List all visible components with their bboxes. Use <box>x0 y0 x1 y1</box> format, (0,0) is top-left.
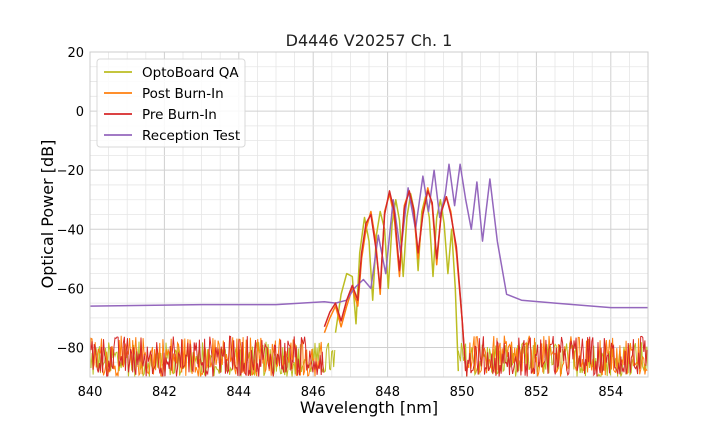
series-line-reception-test <box>90 163 648 309</box>
x-axis-label: Wavelength [nm] <box>300 398 438 417</box>
legend-label: Pre Burn-In <box>142 107 217 123</box>
x-tick-label: 840 <box>78 385 103 400</box>
legend-label: Reception Test <box>142 128 240 144</box>
y-tick-label: −20 <box>57 164 84 179</box>
x-tick-label: 842 <box>152 385 177 400</box>
series-reception-test <box>90 163 648 309</box>
x-tick-label: 854 <box>598 385 623 400</box>
y-tick-label: −40 <box>57 223 84 238</box>
x-tick-labels: 840 842 844 846 848 850 852 854 <box>78 385 624 400</box>
y-tick-label: −60 <box>57 282 84 297</box>
x-tick-label: 852 <box>524 385 549 400</box>
y-tick-labels: 20 0 −20 −40 −60 −80 <box>57 46 84 356</box>
x-tick-label: 848 <box>375 385 400 400</box>
x-tick-label: 846 <box>301 385 326 400</box>
x-tick-label: 844 <box>226 385 251 400</box>
y-tick-label: 20 <box>67 46 84 61</box>
y-tick-label: −80 <box>57 341 84 356</box>
legend: OptoBoard QA Post Burn-In Pre Burn-In Recep… <box>96 58 246 148</box>
series-line-pre-burn-in <box>323 190 467 372</box>
series-layer <box>90 163 648 377</box>
y-axis-label: Optical Power [dB] <box>38 140 57 289</box>
chart-title: D4446 V20257 Ch. 1 <box>286 31 453 50</box>
plot-frame <box>89 51 649 378</box>
legend-label: OptoBoard QA <box>142 65 239 81</box>
series-pre-burn-in <box>90 190 648 377</box>
legend-label: Post Burn-In <box>142 86 224 102</box>
legend-box <box>96 58 246 148</box>
x-tick-label: 850 <box>450 385 475 400</box>
y-tick-label: 0 <box>76 105 84 120</box>
series-noise-pre-burn-in <box>90 335 648 377</box>
